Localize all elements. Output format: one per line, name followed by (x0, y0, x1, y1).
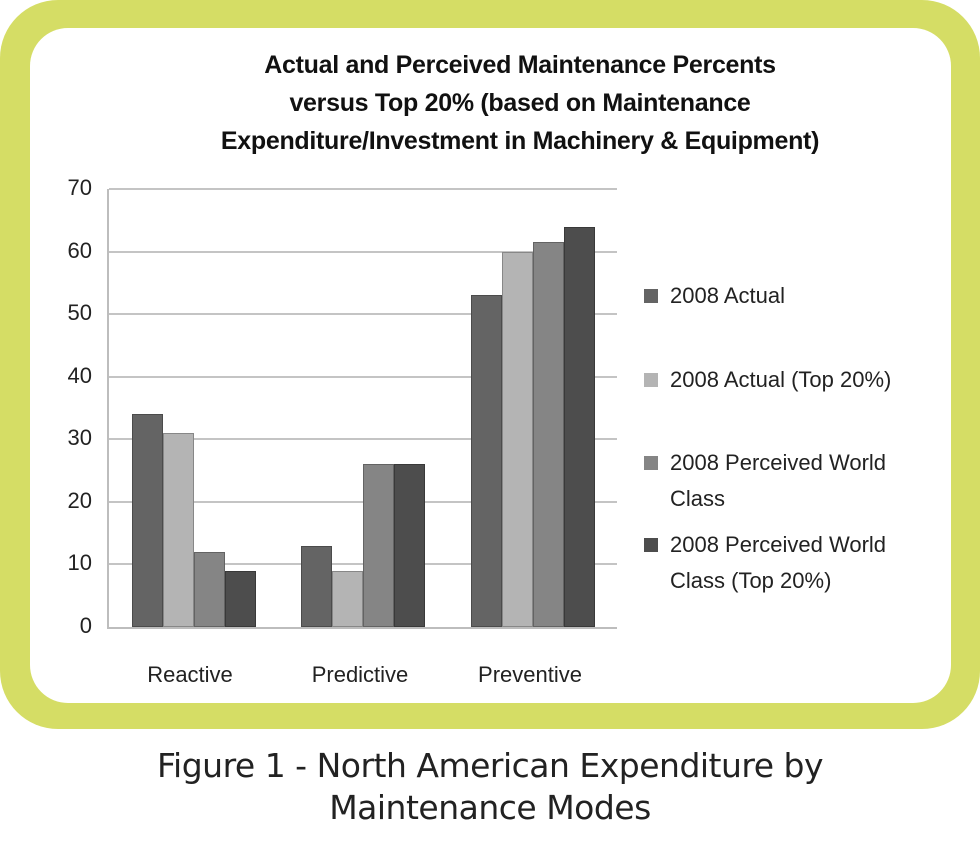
y-tick-label: 10 (67, 550, 92, 576)
y-tick-label: 20 (67, 487, 92, 513)
y-tick-label: 50 (67, 300, 92, 326)
y-tick-label: 70 (67, 175, 92, 200)
gridline (109, 250, 617, 253)
legend-swatch (644, 289, 658, 303)
bar-reactive-series-2 (163, 433, 194, 627)
y-tick-label: 30 (67, 425, 92, 451)
y-tick-label: 40 (67, 362, 92, 388)
y-tick-label: 0 (79, 613, 92, 638)
bar-preventive-series-4 (564, 226, 595, 627)
legend-swatch (644, 373, 658, 387)
x-tick-label: Reactive (147, 662, 233, 687)
bar-preventive-series-3 (533, 242, 564, 627)
bar-predictive-series-3 (363, 464, 394, 627)
bar-reactive-series-3 (194, 551, 225, 627)
x-tick-label: Predictive (311, 662, 409, 687)
gridline (109, 438, 617, 441)
bar-reactive-series-4 (225, 570, 256, 627)
bar-reactive-series-1 (132, 414, 163, 627)
bar-predictive-series-1 (301, 545, 332, 627)
gridline (109, 313, 617, 316)
plot-area (107, 188, 617, 629)
bar-predictive-series-2 (332, 570, 363, 627)
figure-caption: Figure 1 - North American Expenditure by… (156, 746, 824, 827)
legend-label: 2008 Actual (670, 283, 785, 308)
legend-label: 2008 Actual (Top 20%) (670, 367, 892, 392)
legend-label: 2008 Perceived World Class (670, 450, 887, 511)
y-tick-label: 60 (67, 237, 92, 263)
chart-title: Actual and Perceived Maintenance Percent… (220, 51, 820, 155)
bar-preventive-series-2 (502, 251, 533, 627)
bar-predictive-series-4 (394, 464, 425, 627)
legend-swatch (644, 538, 658, 552)
gridline (109, 375, 617, 378)
bar-preventive-series-1 (471, 295, 502, 627)
legend-label: 2008 Perceived World Class (Top 20%) (670, 532, 887, 593)
legend-swatch (644, 456, 658, 470)
gridline (109, 188, 617, 190)
x-tick-label: Preventive (478, 662, 582, 687)
